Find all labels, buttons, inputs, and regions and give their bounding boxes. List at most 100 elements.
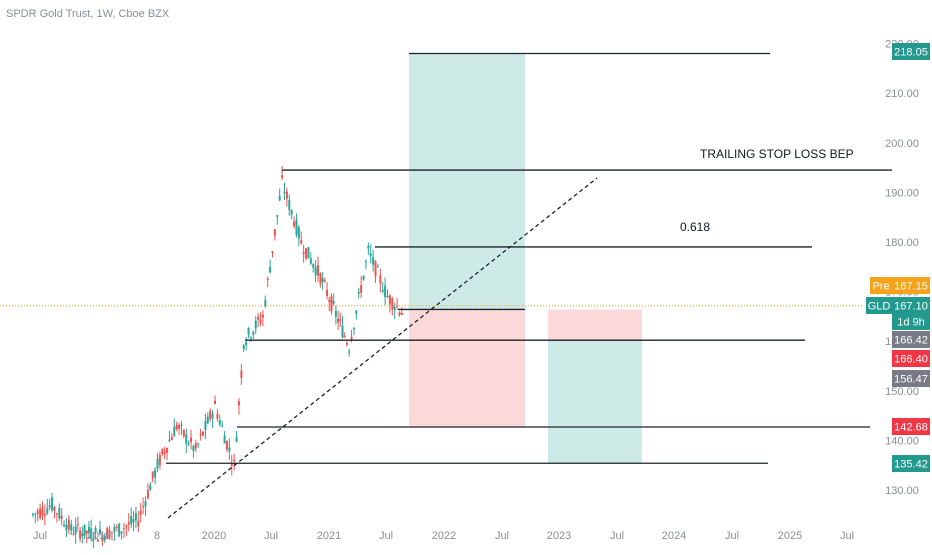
candle-body: [156, 458, 159, 469]
candle-body: [170, 436, 173, 440]
candle-body: [400, 313, 403, 316]
candle-body: [144, 501, 147, 507]
candle-body: [48, 505, 51, 508]
badge-pre-label: Pre: [872, 281, 889, 293]
badge-16642: 166.42: [894, 335, 928, 347]
position-long-1-profit-zone: [409, 53, 525, 310]
candle-body: [211, 413, 214, 419]
candle-body: [67, 519, 70, 530]
candle-body: [225, 440, 228, 450]
candle-body: [337, 318, 340, 323]
candle-body: [130, 516, 133, 525]
candle-body: [63, 524, 66, 527]
badge-13542-bg: [892, 455, 930, 472]
candle-body: [94, 528, 97, 532]
y-tick-label: 190.00: [885, 187, 919, 199]
candle-body: [218, 420, 221, 425]
x-tick-label: Jul: [495, 530, 509, 542]
badge-16640-bg: [892, 350, 930, 367]
candle-body: [168, 439, 171, 442]
candle-body: [341, 325, 344, 338]
position-long-1-loss-zone: [409, 309, 525, 428]
candle-body: [90, 528, 93, 540]
candle-body: [99, 529, 101, 535]
candle-body: [276, 215, 279, 217]
candle-body: [79, 530, 82, 539]
candle-body: [273, 229, 276, 236]
candle-body: [388, 295, 391, 305]
candle-body: [151, 471, 154, 479]
badge-countdown-bg: [892, 313, 930, 330]
candle-body: [108, 530, 111, 539]
x-tick-label: 2020: [202, 530, 226, 542]
badge-14268-bg: [892, 418, 930, 435]
candle-body: [134, 513, 137, 521]
candle-body: [326, 289, 329, 296]
candle-body: [204, 421, 207, 430]
x-tick-label: Jul: [33, 530, 47, 542]
candle-body: [103, 535, 106, 541]
candle-body: [362, 275, 365, 280]
candle-body: [343, 335, 346, 337]
candle-body: [348, 351, 351, 353]
badge-gld-label: GLD: [868, 301, 891, 313]
badge-pre-label-bg: [870, 277, 892, 294]
candle-body: [223, 435, 226, 444]
candle-body: [127, 522, 130, 525]
candle-body: [376, 266, 379, 268]
candle-body: [254, 320, 257, 329]
x-tick-label: 2019: [87, 530, 111, 542]
candle-body: [206, 416, 209, 424]
candle-body: [120, 531, 123, 534]
candle-body: [209, 410, 212, 420]
badge-15647-bg: [892, 370, 930, 387]
candle-body: [101, 534, 104, 542]
badge-14268: 142.68: [894, 422, 928, 434]
y-tick-label: 140.00: [885, 435, 919, 447]
badge-15647: 156.47: [894, 374, 928, 386]
candle-body: [328, 299, 331, 303]
candle-body: [46, 508, 49, 514]
candle-body: [87, 526, 90, 534]
x-tick-label: 2021: [317, 530, 341, 542]
candle-body: [266, 278, 269, 280]
candle-body: [85, 530, 88, 534]
x-tick-label: Jul: [840, 530, 854, 542]
badge-16640: 166.40: [894, 354, 928, 366]
candle-body: [115, 526, 118, 529]
candle-body: [319, 273, 322, 285]
candle-body: [261, 314, 264, 318]
badge-218-bg: [892, 43, 930, 60]
candle-body: [323, 279, 326, 282]
candle-body: [166, 448, 169, 453]
candle-body: [132, 519, 135, 523]
candle-body: [122, 528, 125, 530]
candle-body: [216, 413, 219, 419]
candle-body: [364, 261, 367, 263]
candle-body: [51, 497, 54, 511]
candle-body: [163, 450, 166, 455]
candle-body: [317, 265, 320, 276]
candle-body: [283, 191, 286, 194]
candle-body: [221, 425, 224, 427]
candle-body: [199, 433, 202, 436]
candle-body: [300, 239, 303, 244]
candle-body: [288, 200, 291, 211]
candle-body: [202, 431, 205, 436]
candle-body: [345, 343, 348, 345]
candle-body: [249, 337, 252, 339]
candle-body: [391, 298, 394, 310]
candle-body: [307, 247, 310, 259]
candle-body: [180, 424, 183, 426]
candle-body: [297, 227, 300, 239]
candle-body: [76, 524, 79, 526]
candle-body: [146, 489, 149, 498]
y-tick-label: 210.00: [885, 88, 919, 100]
candle-body: [350, 336, 353, 341]
x-tick-label: 8: [154, 530, 160, 542]
candle-body: [379, 275, 382, 284]
candle-body: [65, 524, 68, 531]
candle-body: [125, 525, 128, 528]
